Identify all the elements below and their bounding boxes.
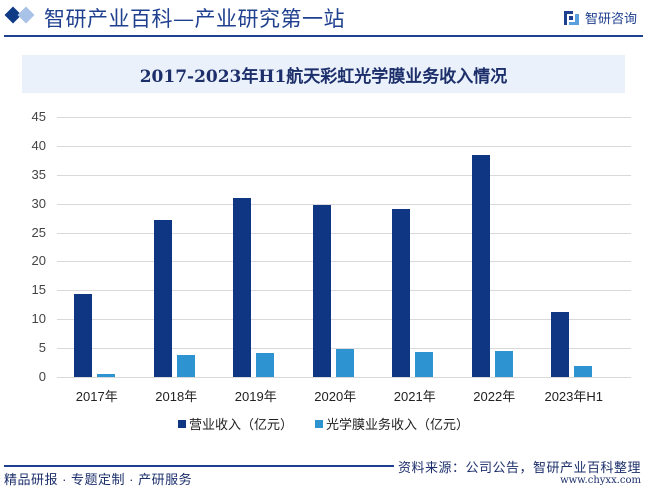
y-tick-label: 0: [38, 369, 46, 384]
header-divider: [4, 35, 643, 37]
x-tick-label: 2023年H1: [544, 389, 604, 404]
x-tick-label: 2022年: [473, 389, 516, 404]
y-tick-label: 20: [31, 253, 46, 269]
bar: [574, 366, 593, 377]
x-tick-label: 2017年: [75, 389, 118, 404]
legend-swatch-icon: [177, 419, 186, 428]
footer-tagline: 精品研报 · 专题定制 · 产研服务: [4, 472, 193, 487]
bar: [312, 205, 331, 377]
footer-url: www.chyxx.com: [560, 475, 641, 486]
header: 智研产业百科—产业研究第一站 智研咨询: [0, 0, 647, 37]
bar: [153, 220, 172, 377]
x-tick-label: 2021年: [393, 389, 436, 404]
site-title: 智研产业百科—产业研究第一站: [44, 7, 345, 31]
legend-swatch-icon: [315, 419, 323, 428]
y-tick-label: 45: [31, 109, 46, 124]
gridline: [57, 232, 631, 234]
bar: [233, 198, 252, 377]
bar: [392, 209, 411, 377]
legend-item-revenue: 营业收入（亿元）: [177, 414, 293, 433]
chart-title: 2017-2023年H1航天彩虹光学膜业务收入情况: [139, 66, 508, 87]
gridline: [57, 261, 631, 263]
gridline: [57, 377, 631, 378]
bar: [494, 351, 513, 377]
x-tick-label: 2019年: [234, 389, 277, 404]
footer-source: 资料来源：公司公告，智研产业百科整理: [397, 460, 641, 475]
bar: [97, 374, 116, 377]
gridline: [57, 290, 631, 292]
y-tick-label: 25: [31, 224, 46, 240]
y-tick-label: 35: [31, 166, 46, 182]
brand-name: 智研咨询: [584, 12, 637, 27]
x-tick-label: 2020年: [314, 389, 357, 404]
y-tick-label: 10: [31, 311, 46, 327]
y-tick-label: 5: [38, 340, 46, 356]
legend-item-optical-film: 光学膜业务收入（亿元）: [315, 414, 469, 433]
gridline: [57, 117, 631, 118]
legend-label: 营业收入（亿元）: [188, 417, 293, 432]
bar: [415, 352, 434, 377]
gridline: [57, 174, 631, 176]
chart-title-box: 2017-2023年H1航天彩虹光学膜业务收入情况: [22, 55, 625, 93]
legend: 营业收入（亿元） 光学膜业务收入（亿元）: [0, 414, 647, 433]
bar: [335, 349, 354, 377]
y-tick-label: 40: [31, 137, 46, 153]
brand-logo-icon: [563, 10, 580, 25]
brand: 智研咨询: [563, 8, 637, 27]
x-tick-label: 2018年: [155, 389, 198, 404]
y-tick-label: 15: [31, 282, 46, 298]
bar: [471, 154, 490, 377]
footer-divider: [4, 465, 394, 467]
bar: [256, 353, 275, 377]
bar: [551, 312, 570, 377]
gridline: [57, 319, 631, 321]
gridline: [57, 348, 631, 350]
gridline: [57, 203, 631, 205]
bar: [176, 355, 195, 377]
legend-label: 光学膜业务收入（亿元）: [326, 417, 470, 432]
y-tick-label: 30: [31, 195, 46, 211]
bar: [74, 294, 93, 377]
gridline: [57, 145, 631, 147]
